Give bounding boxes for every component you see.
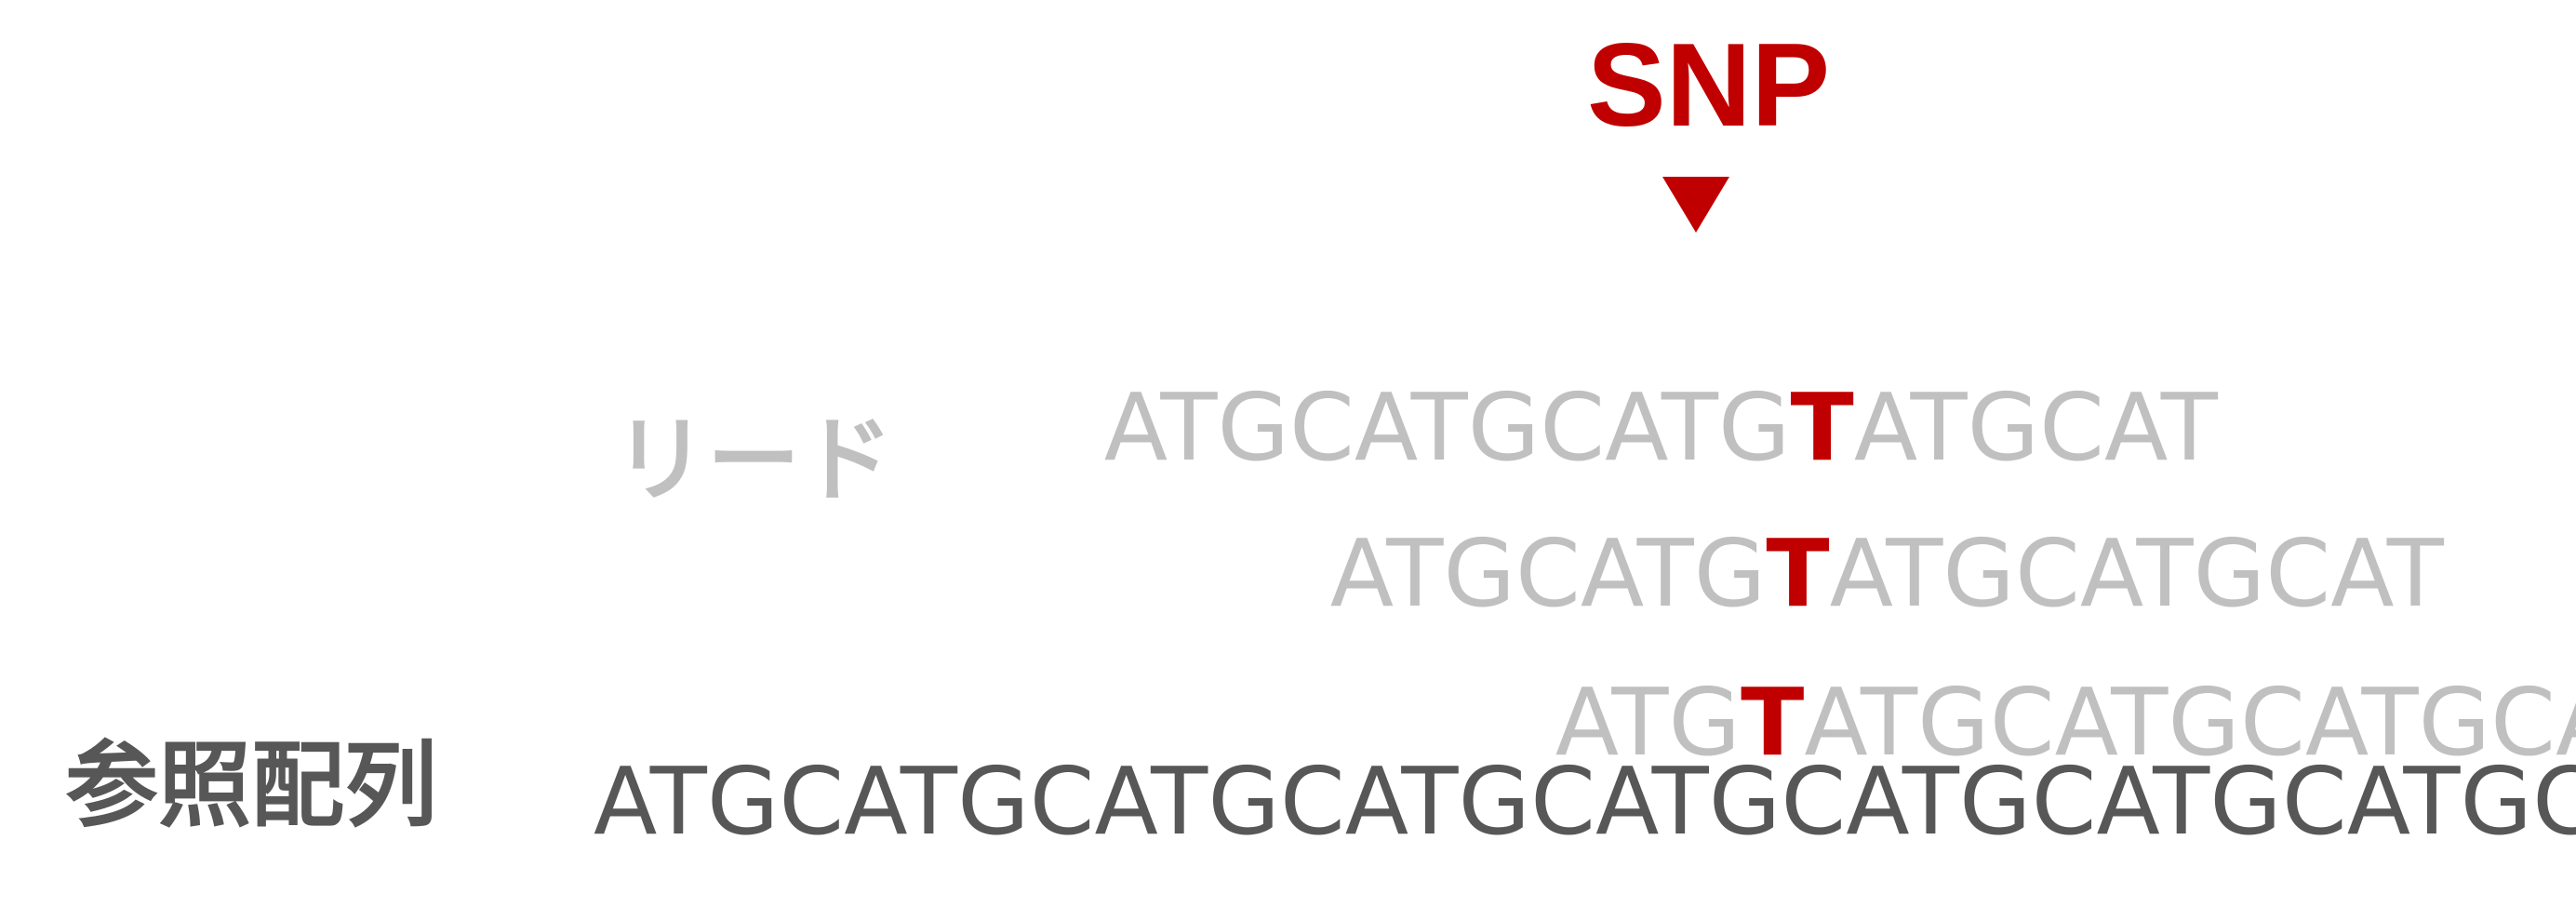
read-2-after: ATGCATGCAT bbox=[1829, 519, 2444, 628]
read-1-snp-base: T bbox=[1790, 373, 1854, 482]
snp-label: SNP bbox=[1587, 19, 1831, 151]
read-3-snp-base: T bbox=[1741, 668, 1805, 777]
read-1-after: ATGCAT bbox=[1853, 373, 2218, 482]
read-2: ATGCATGTATGCATGCAT bbox=[1271, 434, 2444, 620]
reference-sequence: ATGCATGCATGCATGCATGCATGCATGCATGCAT bbox=[594, 747, 2576, 856]
read-3: ATGTATGCATGCATGCAT bbox=[1496, 583, 2576, 769]
read-1-before: ATGCATGCATG bbox=[1103, 373, 1791, 482]
reference-label: 参照配列 bbox=[65, 731, 437, 840]
read-2-snp-base: T bbox=[1766, 519, 1830, 628]
read-1: ATGCATGCATGTATGCAT bbox=[1045, 288, 2218, 474]
snp-arrow-icon bbox=[1662, 177, 1729, 233]
read-3-after: ATGCATGCATGCAT bbox=[1804, 668, 2576, 777]
read-3-before: ATG bbox=[1555, 668, 1742, 777]
read-2-before: ATGCATG bbox=[1329, 519, 1767, 628]
reads-label: リード bbox=[614, 406, 893, 514]
